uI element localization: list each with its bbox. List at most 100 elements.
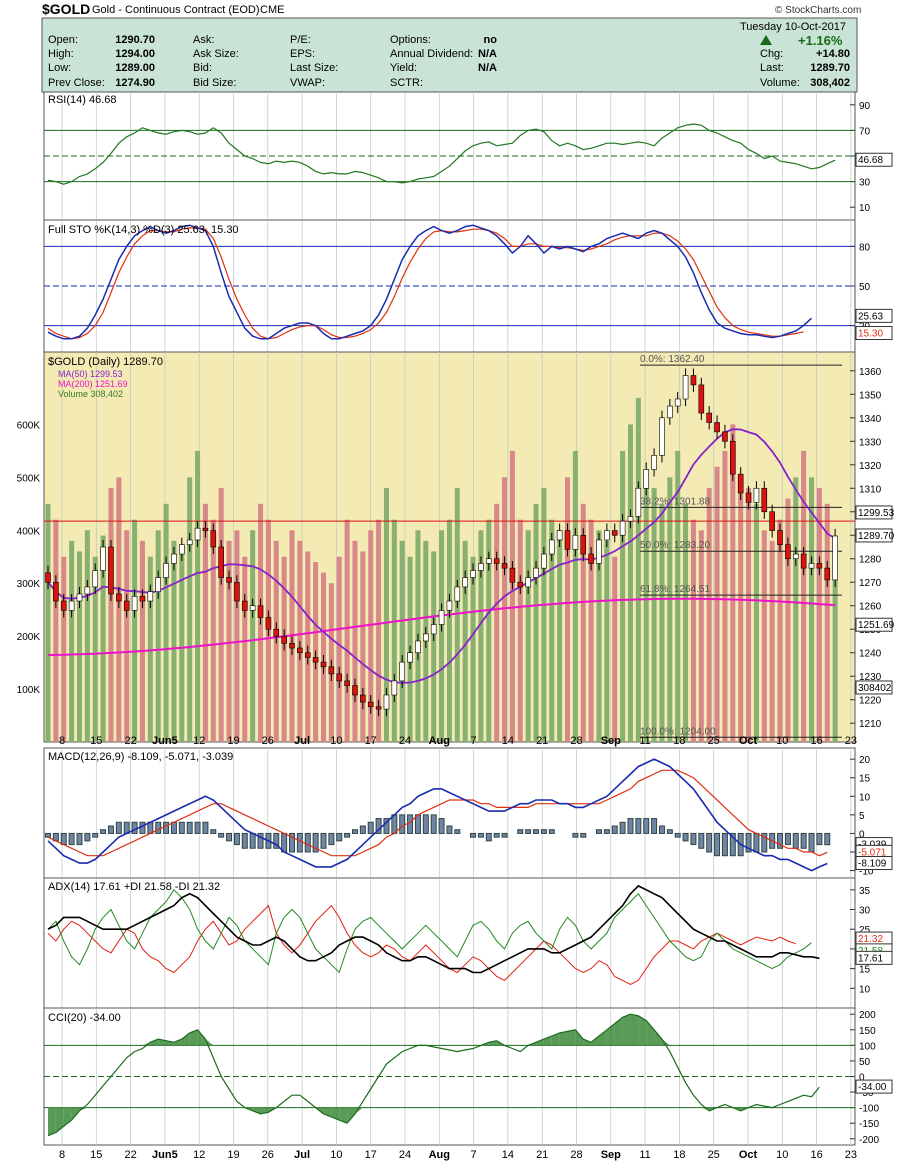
candle-body xyxy=(241,600,248,611)
candle-body xyxy=(580,534,587,555)
x-axis-label-bottom: Jun5 xyxy=(152,1149,178,1161)
x-axis-label: 17 xyxy=(365,735,377,747)
x-axis-label-bottom: 28 xyxy=(570,1149,582,1161)
volume-bar xyxy=(53,519,59,742)
cci-fill xyxy=(559,1031,568,1046)
x-axis-label: Jul xyxy=(294,735,310,747)
macd-histogram-bar xyxy=(540,829,547,834)
header-label: EPS: xyxy=(290,48,315,60)
x-axis-label-bottom: 25 xyxy=(708,1149,720,1161)
macd-histogram-bar xyxy=(131,821,138,834)
volume-bar xyxy=(454,487,460,742)
volume-bar xyxy=(218,487,224,742)
volume-bar xyxy=(399,540,405,742)
candle-body xyxy=(800,553,807,569)
macd-histogram-bar xyxy=(163,821,170,834)
macd-histogram-bar xyxy=(808,832,815,853)
candle-body xyxy=(753,487,760,503)
x-axis-label-bottom: Aug xyxy=(429,1149,450,1161)
candle-body xyxy=(249,605,256,611)
x-axis-label-bottom: 10 xyxy=(776,1149,788,1161)
macd-histogram-bar xyxy=(454,829,461,834)
candle-body xyxy=(108,546,114,595)
volume-bar xyxy=(202,503,208,742)
macd-histogram-bar xyxy=(233,832,240,846)
macd-histogram-bar xyxy=(351,829,358,834)
volume-bar xyxy=(76,551,82,742)
candle-body xyxy=(415,640,421,654)
macd-histogram-bar xyxy=(391,814,398,834)
macd-histogram-bar xyxy=(682,832,689,842)
macd-histogram-bar xyxy=(533,829,540,834)
volume-bar xyxy=(494,503,500,742)
macd-histogram-bar xyxy=(68,832,75,846)
x-axis-label: 21 xyxy=(536,735,548,747)
macd-histogram-bar xyxy=(414,814,421,834)
candle-body xyxy=(336,673,343,682)
candle-body xyxy=(194,527,201,541)
candle-body xyxy=(816,563,823,569)
header-label: High: xyxy=(48,48,74,60)
x-axis-label-bottom: 8 xyxy=(59,1149,65,1161)
macd-histogram-bar xyxy=(241,832,248,849)
macd-histogram-bar xyxy=(658,825,665,834)
candle-body xyxy=(234,581,240,602)
volume-bar xyxy=(163,503,169,742)
ma200-value-label: 1251.69 xyxy=(858,620,895,631)
candle-body xyxy=(139,596,146,602)
plus-di-line xyxy=(47,889,812,974)
x-axis-label: 10 xyxy=(330,735,342,747)
macd-histogram-bar xyxy=(729,832,736,857)
volume-bar xyxy=(706,487,712,742)
cci-fill xyxy=(536,1039,544,1046)
candle-body xyxy=(273,628,280,637)
cci-fill xyxy=(48,1107,56,1136)
candle-body xyxy=(777,530,783,545)
volume-bar xyxy=(651,487,657,742)
header-value: N/A xyxy=(478,62,497,74)
volume-bar xyxy=(635,397,641,742)
macd-histogram-bar xyxy=(611,825,618,834)
volume-bar xyxy=(832,578,838,742)
stoch-title: Full STO %K(14,3) %D(3) 25.63, 15.30 xyxy=(48,224,239,236)
x-axis-label: 15 xyxy=(90,735,102,747)
macd-histogram-bar xyxy=(666,829,673,834)
volume-tick-label: 500K xyxy=(17,473,41,484)
candle-body xyxy=(548,539,555,555)
candle-body xyxy=(257,605,264,618)
cci-fill xyxy=(173,1039,182,1046)
volume-bar xyxy=(580,503,586,742)
header-label: Chg: xyxy=(760,48,783,60)
volume-bar xyxy=(344,519,350,742)
macd-histogram-bar xyxy=(100,829,107,834)
x-axis-label-bottom: 15 xyxy=(90,1149,102,1161)
volume-tick-label: 100K xyxy=(17,685,41,696)
cci-fill xyxy=(339,1107,348,1124)
macd-histogram-bar xyxy=(690,832,697,846)
header-label: Last Size: xyxy=(290,62,338,74)
candle-body xyxy=(100,546,106,571)
volume-bar xyxy=(124,530,130,742)
x-axis-label-bottom: 22 xyxy=(124,1149,136,1161)
macd-histogram-bar xyxy=(493,832,500,838)
stoch-k-label: 25.63 xyxy=(858,311,883,322)
ma200-value-label-box xyxy=(855,617,893,632)
x-axis-label: Aug xyxy=(429,735,450,747)
volume-bar xyxy=(383,487,389,742)
candle-body xyxy=(375,706,382,710)
macd-histogram-bar xyxy=(107,825,114,834)
volume-bar xyxy=(753,503,759,742)
macd-histogram-bar xyxy=(367,821,374,834)
candle-body xyxy=(131,596,138,611)
macd-histogram-bar xyxy=(186,821,193,834)
volume-bar xyxy=(478,530,484,742)
x-axis-label-bottom: 18 xyxy=(673,1149,685,1161)
volume-bar xyxy=(502,477,508,742)
macd-histogram-bar xyxy=(501,832,508,838)
volume-bar xyxy=(517,519,523,742)
volume-bar xyxy=(698,530,704,742)
tick-label: 15 xyxy=(859,774,871,785)
macd-histogram-bar xyxy=(304,832,311,853)
macd-histogram-bar xyxy=(651,818,658,834)
candle-body xyxy=(155,577,161,592)
